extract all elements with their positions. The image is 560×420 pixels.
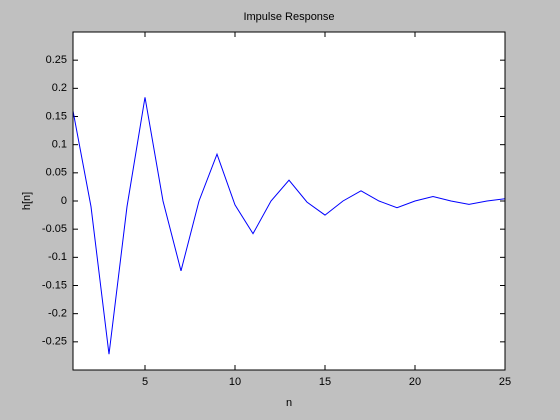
y-tick-label: 0.15 (46, 110, 67, 122)
y-tick-label: 0.05 (46, 167, 67, 179)
y-tick-label: 0.1 (52, 139, 67, 151)
y-axis-label: h[n] (21, 192, 33, 210)
y-tick-label: -0.05 (42, 223, 67, 235)
axes-box (72, 31, 506, 371)
y-tick-label: 0.25 (46, 54, 67, 66)
x-tick-label: 25 (499, 376, 511, 388)
y-tick-label: -0.2 (48, 308, 67, 320)
chart-title: Impulse Response (243, 11, 334, 23)
y-tick-label: 0.2 (52, 82, 67, 94)
axes-background (73, 32, 505, 370)
y-tick-label: -0.15 (42, 279, 67, 291)
y-tick-label: -0.1 (48, 251, 67, 263)
x-tick-label: 20 (409, 376, 421, 388)
data-line (72, 97, 506, 355)
y-tick-label: -0.25 (42, 336, 67, 348)
y-tick-label: 0 (61, 195, 67, 207)
x-tick-label: 5 (142, 376, 148, 388)
x-tick-label: 10 (229, 376, 241, 388)
x-tick-label: 15 (319, 376, 331, 388)
x-axis-label: n (286, 397, 292, 409)
